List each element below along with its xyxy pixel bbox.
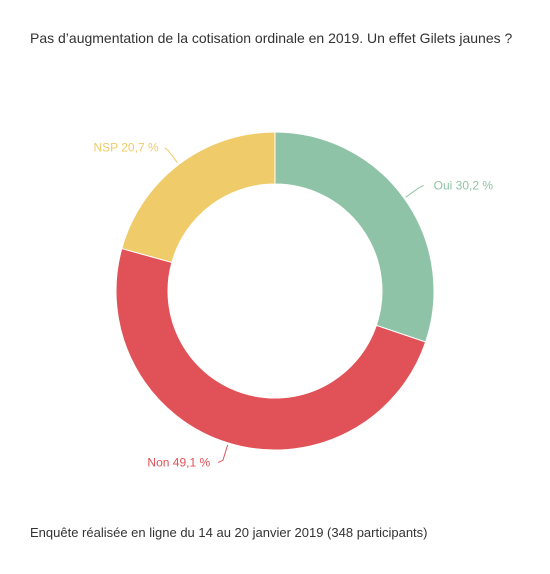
leader-line-non [217,444,229,464]
leader-line-nsp [164,147,178,164]
slice-label-nsp: NSP 20,7 % [93,141,158,155]
slice-non[interactable] [115,247,427,451]
leader-line-oui [405,185,424,198]
chart-footnote: Enquête réalisée en ligne du 14 au 20 ja… [30,525,428,540]
slice-nsp[interactable] [121,131,276,264]
chart-title: Pas d’augmentation de la cotisation ordi… [30,30,513,46]
donut-slices [115,131,435,451]
slice-labels: Oui 30,2 % Non 49,1 % NSP 20,7 % [93,141,493,470]
slice-oui[interactable] [274,131,435,343]
slice-label-oui: Oui 30,2 % [434,178,494,192]
slice-label-non: Non 49,1 % [147,456,210,470]
label-leader-lines [164,147,424,464]
